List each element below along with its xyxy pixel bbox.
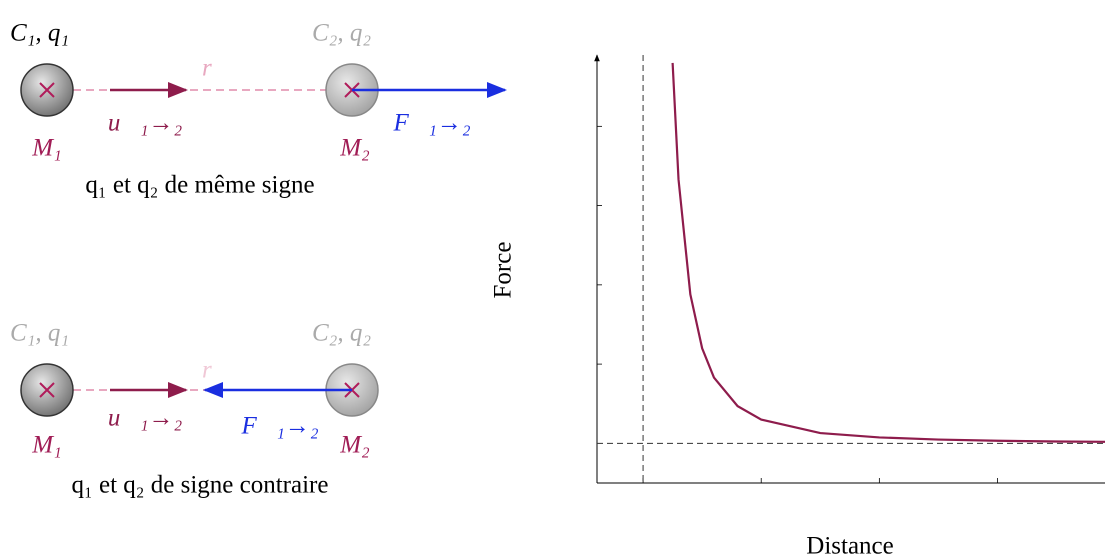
- m2-label: M₂: [339, 135, 370, 162]
- u-label: u⃗₁→₂: [108, 405, 183, 432]
- center-marks: [39, 382, 360, 398]
- c2-label: C₂, q₂: [312, 20, 371, 47]
- m1-label: M₁: [31, 432, 62, 459]
- diagram-opposite-sign: C₁, q₁ C₂, q₂ r M₁ M₂ u⃗₁→₂ F⃗₁→₂ q₁ et …: [10, 320, 379, 499]
- diagram-same-sign: C₁, q₁ C₂, q₂ r M₁ M₂ u⃗₁→₂ F⃗₁→₂ q₁ et …: [10, 20, 507, 199]
- m1-label: M₁: [31, 135, 62, 162]
- c1-label: C₁, q₁: [10, 320, 69, 347]
- center-marks: [39, 82, 360, 98]
- y-axis-label: Force: [490, 242, 517, 299]
- c1-label: C₁, q₁: [10, 20, 69, 47]
- r-label: r: [202, 357, 212, 384]
- u-label: u⃗₁→₂: [108, 110, 183, 137]
- curve: [671, 62, 1105, 443]
- caption: q₁ et q₂ de même signe: [85, 172, 314, 199]
- chart: Distance Force: [490, 54, 1105, 559]
- f-label: F⃗₁→₂: [392, 110, 470, 137]
- r-label: r: [202, 55, 212, 82]
- c2-label: C₂, q₂: [312, 320, 371, 347]
- m2-label: M₂: [339, 432, 370, 459]
- f-label: F⃗₁→₂: [240, 413, 318, 440]
- caption: q₁ et q₂ de signe contraire: [72, 472, 329, 499]
- x-axis-label: Distance: [806, 533, 893, 559]
